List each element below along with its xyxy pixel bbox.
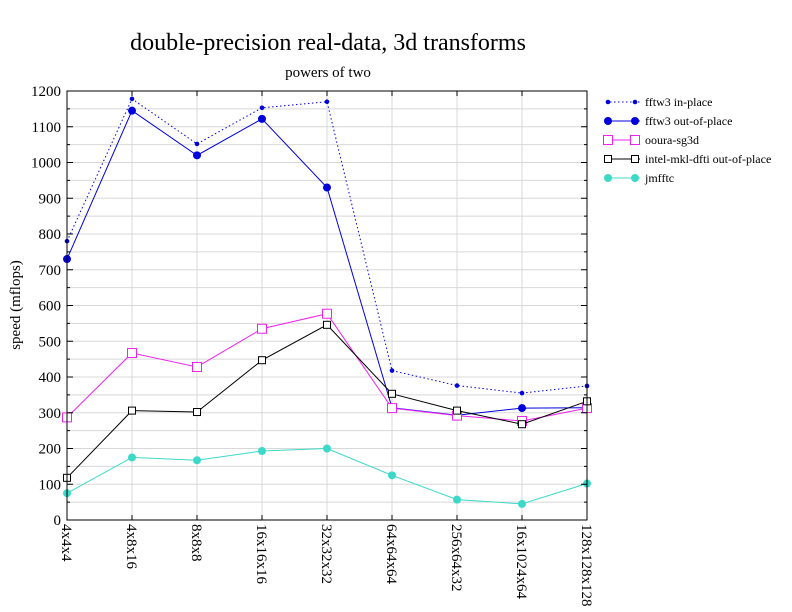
y-tick-label: 1100 (32, 120, 61, 136)
series-layer (62, 96, 592, 508)
legend-marker (631, 117, 639, 125)
data-point (387, 403, 397, 414)
data-point (128, 406, 136, 415)
y-tick-label: 0 (54, 513, 62, 529)
y-tick-label: 200 (39, 442, 62, 458)
legend-item-0: fftw3 in-place (605, 95, 712, 109)
legend-item-2: ooura-sg3d (603, 133, 699, 147)
grid-layer (67, 91, 587, 520)
legend-item-3: intel-mkl-dfti out-of-place (604, 152, 771, 166)
data-point (323, 320, 331, 329)
data-point (322, 308, 332, 319)
legend-marker (605, 99, 611, 105)
data-point (128, 453, 136, 462)
legend-label: fftw3 out-of-place (645, 114, 732, 128)
data-point (192, 361, 202, 372)
legend-item-1: fftw3 out-of-place (604, 114, 732, 128)
data-point (193, 456, 201, 465)
legend-marker (631, 174, 639, 182)
legend: fftw3 in-place fftw3 out-of-place ooura-sg… (603, 95, 771, 185)
data-point (259, 105, 265, 111)
data-point (324, 99, 330, 105)
data-point (128, 106, 136, 115)
data-point (388, 389, 396, 398)
data-point (258, 114, 266, 123)
y-tick-label: 800 (39, 227, 62, 243)
x-tick-label: 16x16x16 (253, 524, 269, 585)
data-point (193, 151, 201, 160)
data-point (127, 348, 137, 359)
data-point (388, 471, 396, 480)
legend-marker (604, 155, 612, 163)
chart-subtitle: powers of two (285, 65, 371, 81)
chart-title: double-precision real-data, 3d transform… (130, 30, 526, 56)
y-axis: 0 100 200 300 400 500 600 700 800 900 1000 1100 1200 (31, 84, 587, 529)
y-tick-label: 600 (39, 299, 62, 315)
y-tick-label: 1200 (31, 84, 61, 100)
legend-label: intel-mkl-dfti out-of-place (645, 152, 771, 166)
legend-marker (604, 117, 612, 125)
data-point (518, 499, 526, 508)
data-point (323, 444, 331, 453)
legend-item-4: jmfftc (604, 171, 674, 185)
y-tick-label: 700 (39, 263, 62, 279)
x-axis: 4x4x4 4x8x16 8x8x8 16x16x16 32x32x32 64x64x64… (58, 91, 594, 607)
data-point (193, 408, 201, 417)
data-point (518, 404, 526, 413)
data-point (453, 495, 461, 504)
x-tick-label: 256x64x32 (448, 524, 464, 592)
data-point (518, 420, 526, 429)
data-point (257, 323, 267, 334)
data-point (519, 390, 525, 396)
legend-marker (603, 135, 613, 145)
x-tick-label: 128x128x128 (578, 524, 594, 607)
x-tick-label: 32x32x32 (318, 524, 334, 584)
y-tick-label: 400 (39, 370, 62, 386)
data-point (258, 356, 266, 365)
legend-marker (632, 99, 638, 105)
legend-marker (631, 155, 639, 163)
legend-marker (630, 135, 640, 145)
legend-marker (604, 174, 612, 182)
x-tick-label: 4x8x16 (123, 524, 139, 570)
x-tick-label: 4x4x4 (58, 524, 74, 562)
y-tick-label: 900 (39, 191, 62, 207)
legend-label: jmfftc (644, 171, 674, 185)
series-4 (63, 444, 591, 508)
data-point (323, 183, 331, 192)
data-point (454, 383, 460, 388)
legend-label: ooura-sg3d (645, 133, 699, 147)
y-tick-label: 500 (39, 334, 62, 350)
x-tick-label: 64x64x64 (383, 524, 399, 585)
y-axis-label: speed (mflops) (8, 260, 24, 350)
data-point (258, 447, 266, 456)
data-point (389, 368, 395, 373)
x-tick-label: 8x8x8 (188, 524, 204, 562)
data-point (453, 406, 461, 415)
legend-label: fftw3 in-place (645, 95, 712, 109)
y-tick-label: 1000 (31, 156, 61, 172)
data-point (129, 96, 135, 102)
data-point (194, 141, 200, 147)
y-tick-label: 100 (39, 477, 62, 493)
y-tick-label: 300 (39, 406, 62, 422)
x-tick-label: 16x1024x64 (513, 524, 529, 600)
